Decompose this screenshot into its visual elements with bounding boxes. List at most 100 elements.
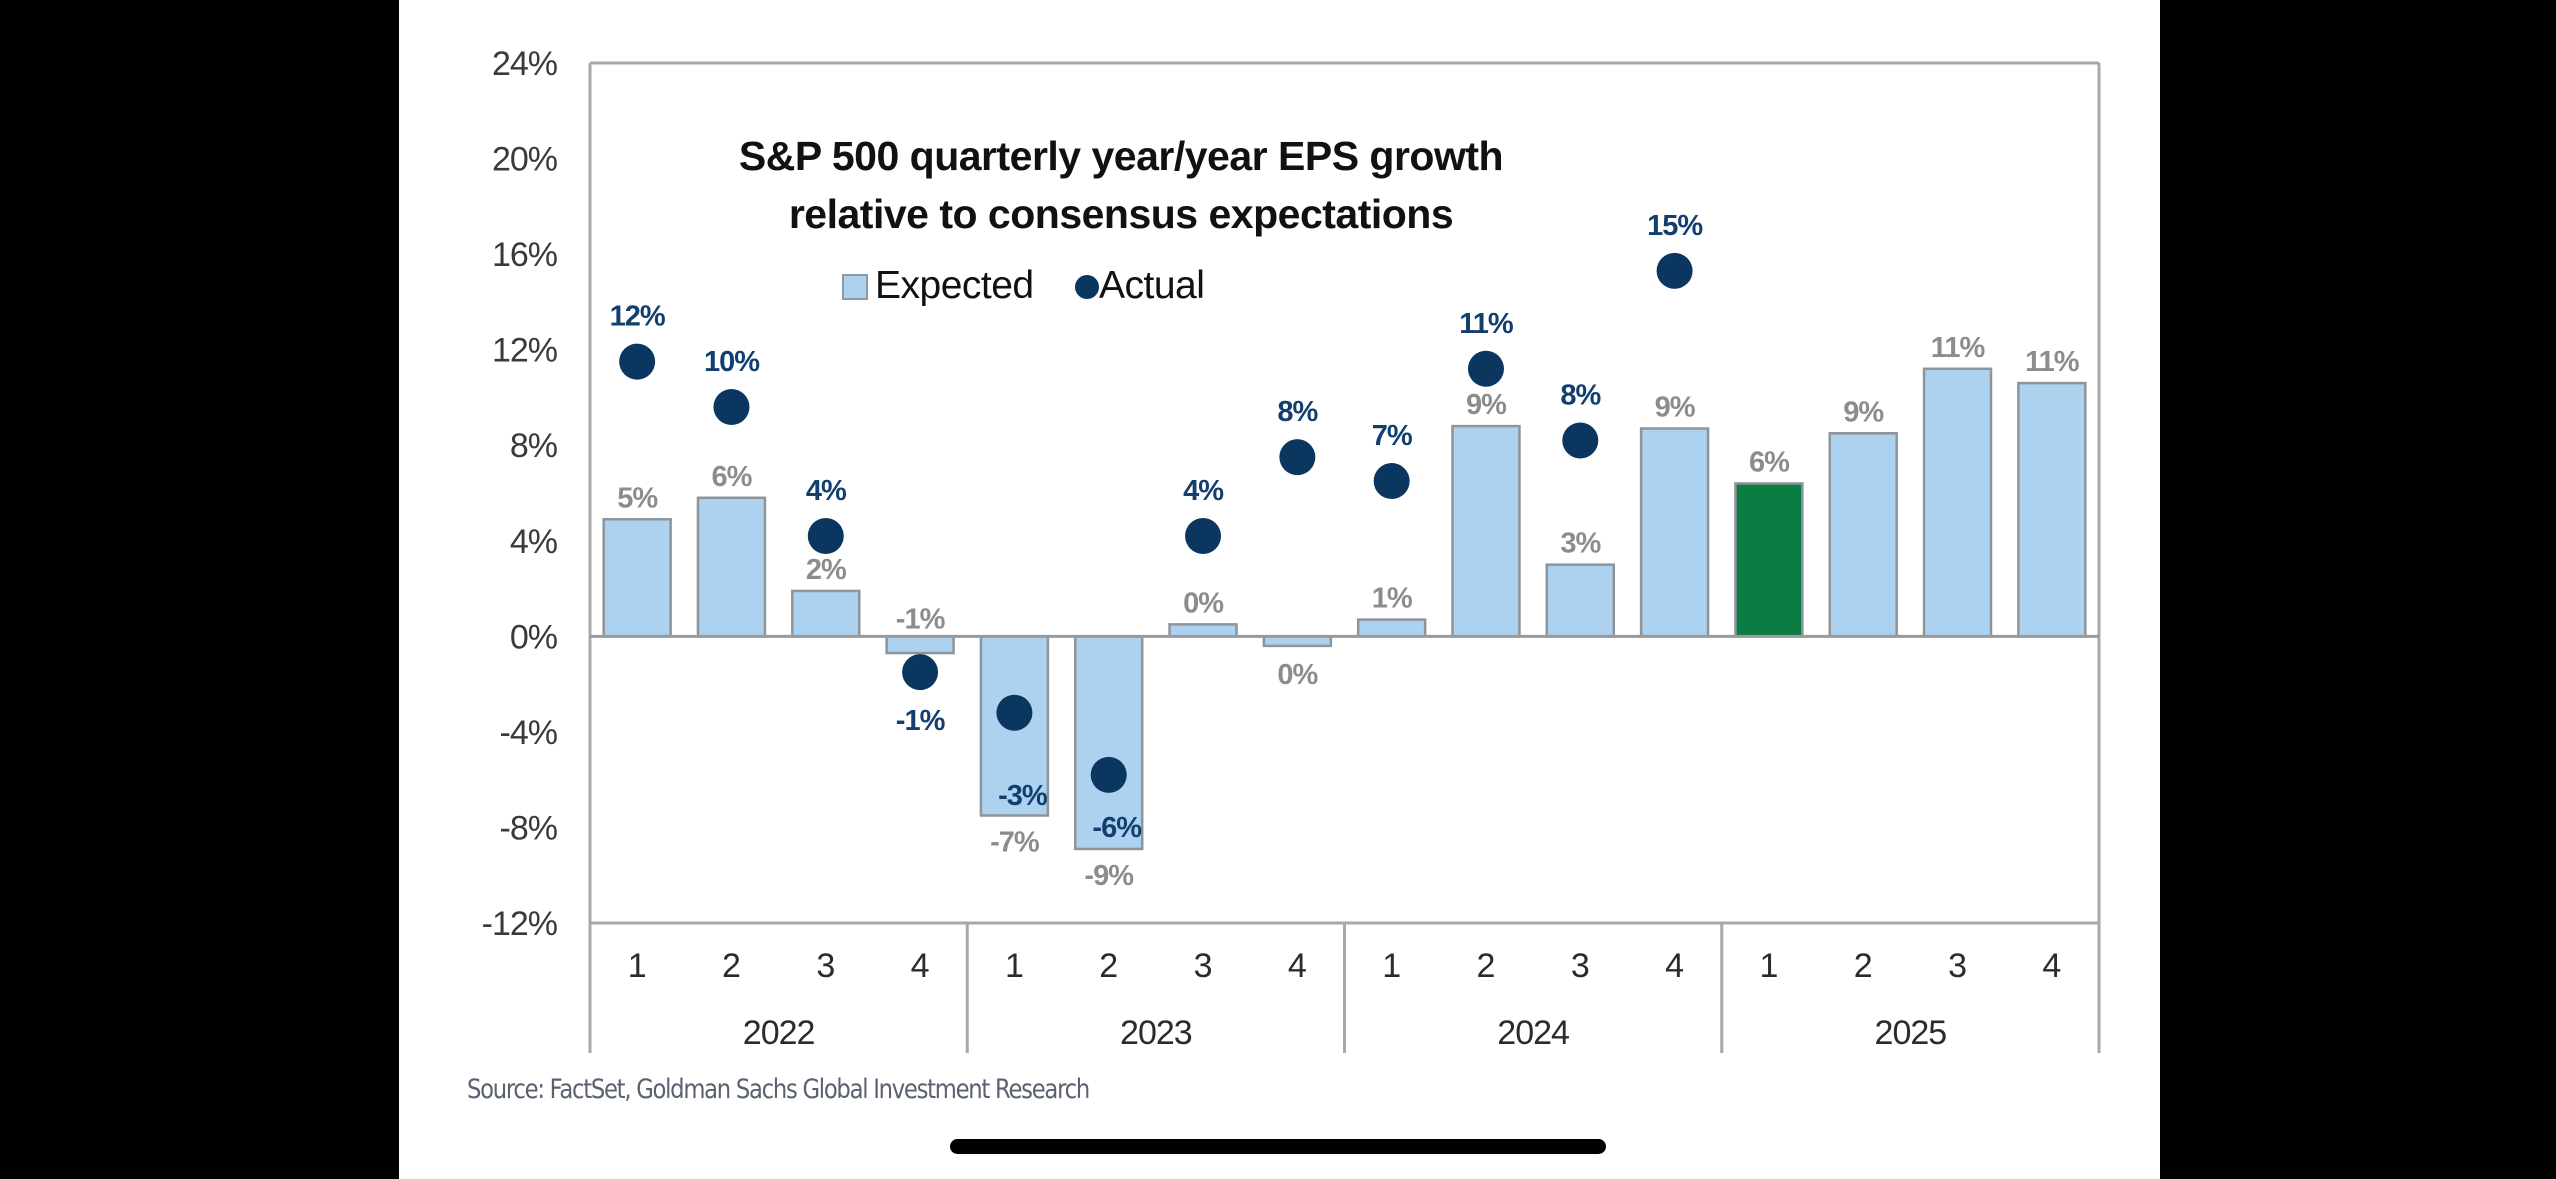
y-tick-label: -12% — [482, 905, 558, 943]
quarter-tick-label: 4 — [2042, 947, 2061, 985]
actual-value-label: -6% — [1092, 812, 1142, 844]
expected-value-label: 3% — [1560, 528, 1601, 560]
quarter-tick-label: 3 — [816, 947, 835, 985]
actual-value-label: 11% — [1459, 308, 1514, 340]
quarter-tick-label: 2 — [1099, 947, 1118, 985]
expected-value-label: 2% — [806, 554, 847, 586]
expected-bar — [1734, 482, 1804, 638]
x-axis: 1 2 3 4 1 2 3 4 1 2 3 4 1 2 3 4 2022 2023 2024 2025 — [628, 923, 2061, 1053]
y-tick-label: 8% — [510, 427, 558, 465]
quarter-tick-label: 3 — [1571, 947, 1590, 985]
quarter-tick-label: 3 — [1948, 947, 1967, 985]
quarter-tick-label: 3 — [1194, 947, 1213, 985]
expected-bar — [696, 496, 767, 638]
expected-bar — [1545, 563, 1616, 638]
y-tick-label: 16% — [492, 236, 558, 274]
actual-dot — [807, 518, 844, 554]
quarter-tick-label: 2 — [722, 947, 741, 985]
legend-expected-swatch — [842, 274, 868, 300]
expected-bar — [1639, 427, 1710, 638]
expected-bar — [1451, 424, 1521, 638]
legend-actual-label: Actual — [1099, 264, 1204, 307]
actual-value-label: -1% — [896, 705, 946, 737]
quarter-tick-label: 4 — [911, 947, 930, 985]
year-group-label: 2023 — [1120, 1014, 1192, 1052]
expected-bar — [885, 635, 955, 655]
expected-bar — [1828, 432, 1898, 638]
actual-value-label: 12% — [610, 301, 666, 333]
year-group-label: 2022 — [743, 1014, 815, 1052]
data-labels: 5% 6% 2% -1% -7% -9% 0% 0% 1% 9% 3% 9% 6% 9% 11% 11% 12%… — [610, 210, 2081, 892]
y-tick-label: 24% — [492, 45, 558, 83]
quarter-tick-label: 2 — [1854, 947, 1873, 985]
eps-growth-chart: -12%-8%-4%0%4%8%12%16%20%24% S&P 500 qua… — [482, 45, 2101, 1053]
actual-dot — [1279, 439, 1316, 476]
actual-dot — [619, 343, 656, 380]
legend-expected-label: Expected — [875, 264, 1034, 307]
actual-value-label: 10% — [704, 346, 760, 378]
expected-value-label: -7% — [990, 827, 1040, 859]
expected-bar — [1168, 623, 1238, 638]
chart-title-line-2: relative to consensus expectations — [789, 191, 1453, 237]
expected-bar — [2017, 381, 2087, 638]
expected-value-label: 9% — [1466, 389, 1507, 421]
quarter-tick-label: 1 — [1759, 947, 1778, 985]
actual-value-label: 8% — [1277, 396, 1318, 428]
quarter-tick-label: 1 — [628, 947, 647, 985]
expected-value-label: -9% — [1084, 860, 1134, 892]
expected-value-label: 11% — [2025, 346, 2080, 378]
expected-bar — [1356, 618, 1427, 638]
expected-bar — [1922, 367, 1993, 638]
expected-value-label: 9% — [1843, 396, 1884, 428]
y-tick-label: 4% — [510, 523, 558, 561]
actual-dot — [1562, 422, 1599, 459]
quarter-tick-label: 2 — [1477, 947, 1496, 985]
quarter-tick-label: 4 — [1288, 947, 1307, 985]
y-tick-label: 0% — [510, 618, 558, 656]
actual-value-label: 4% — [1183, 475, 1224, 507]
y-tick-label: -8% — [500, 809, 558, 847]
home-indicator[interactable] — [950, 1139, 1606, 1154]
expected-value-label: 0% — [1277, 659, 1318, 691]
expected-value-label: 11% — [1931, 332, 1986, 364]
source-note: Source: FactSet, Goldman Sachs Global In… — [467, 1074, 1090, 1105]
expected-value-label: 6% — [1749, 446, 1790, 478]
legend: Expected Actual — [842, 264, 1205, 307]
year-group-label: 2024 — [1497, 1014, 1569, 1052]
chart-title-line-1: S&P 500 quarterly year/year EPS growth — [739, 133, 1503, 179]
quarter-tick-label: 1 — [1382, 947, 1401, 985]
actual-value-label: 4% — [806, 475, 847, 507]
actual-dots — [619, 252, 1693, 793]
actual-dot — [902, 654, 939, 691]
expected-bar — [602, 518, 672, 638]
actual-dot — [713, 389, 750, 425]
actual-value-label: -3% — [998, 780, 1048, 812]
expected-value-label: 0% — [1183, 587, 1224, 619]
y-axis: -12% -8% -4% 0% 4% 8% 12% 16% 20% 24% — [482, 45, 559, 943]
actual-dot — [1373, 463, 1410, 500]
quarter-tick-label: 1 — [1005, 947, 1024, 985]
expected-value-label: 1% — [1372, 583, 1413, 615]
expected-value-label: 5% — [617, 482, 658, 514]
actual-dot — [996, 694, 1033, 731]
actual-dot — [1090, 756, 1127, 793]
expected-value-label: -1% — [896, 603, 946, 635]
actual-dot — [1467, 350, 1504, 387]
actual-value-label: 8% — [1560, 379, 1601, 411]
year-group-label: 2025 — [1875, 1014, 1947, 1052]
actual-dot — [1185, 518, 1222, 554]
chart-title: S&P 500 quarterly year/year EPS growth r… — [739, 133, 1504, 237]
actual-value-label: 7% — [1372, 420, 1413, 452]
quarter-tick-label: 4 — [1665, 947, 1684, 985]
chart-page: -12% -8% -4% 0% 4% 8% 12% 16% 20% 24% S&P 500 qua… — [399, 0, 2160, 1179]
legend-actual-marker — [1075, 275, 1099, 299]
expected-bar — [791, 589, 861, 638]
y-tick-label: 12% — [492, 332, 558, 370]
expected-bar — [1073, 635, 1144, 851]
actual-value-label: 15% — [1647, 210, 1703, 242]
y-tick-label: -4% — [500, 714, 558, 752]
expected-bars — [602, 367, 2087, 851]
expected-value-label: 6% — [712, 461, 753, 493]
actual-dot — [1656, 252, 1693, 289]
expected-value-label: 9% — [1655, 392, 1696, 424]
